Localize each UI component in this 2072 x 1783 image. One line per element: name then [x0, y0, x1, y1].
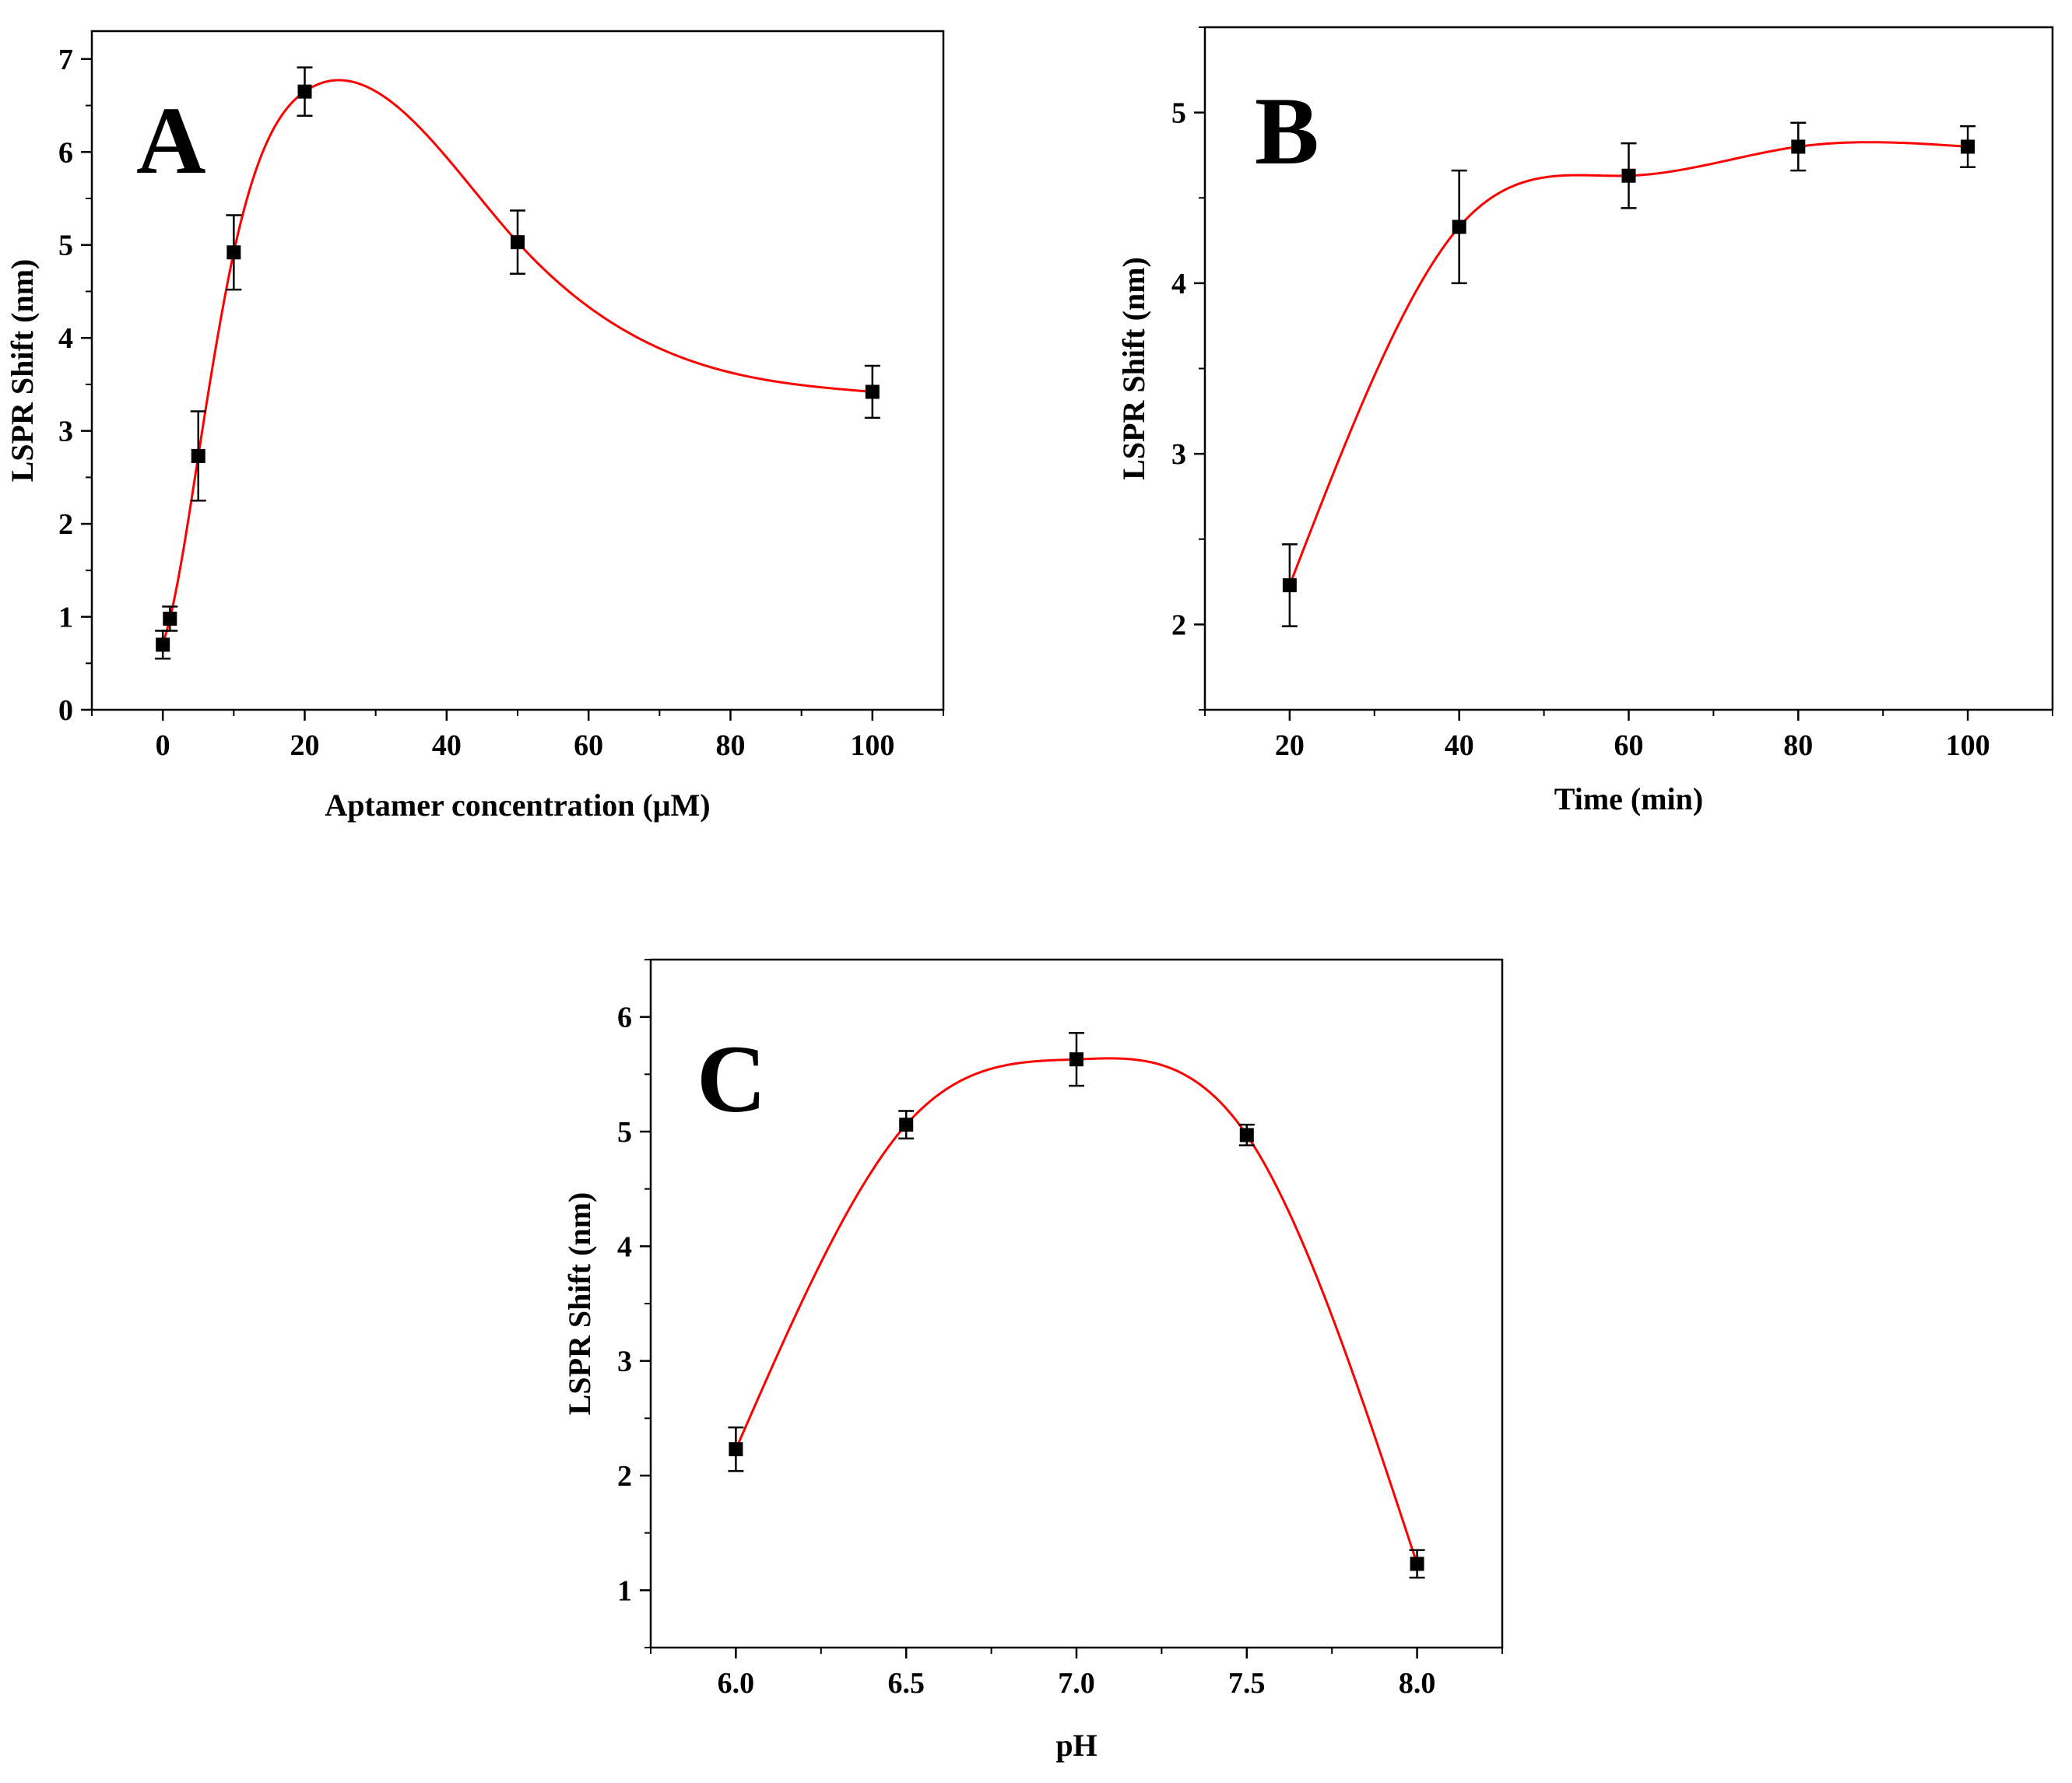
y-tick-label: 3	[58, 416, 73, 448]
x-axis-title: Aptamer concentration (μM)	[325, 788, 710, 823]
y-tick-label: 2	[617, 1460, 632, 1493]
panel-letter: A	[136, 87, 206, 194]
y-tick-label: 3	[1171, 438, 1186, 471]
fit-curve	[161, 79, 873, 645]
y-axis-title: LSPR Shift (nm)	[1116, 257, 1151, 480]
x-tick-label: 7.5	[1228, 1667, 1266, 1700]
y-tick-label: 3	[617, 1346, 632, 1378]
x-tick-label: 100	[850, 729, 894, 762]
x-tick-label: 7.0	[1058, 1667, 1095, 1700]
data-point	[1791, 139, 1806, 154]
y-tick-label: 5	[1171, 97, 1186, 130]
chart-panel-b: 2 3 4 5 20 40 60 80 100 Time (min) LSPR Shift (nm)…	[1116, 26, 2054, 816]
chart-panel-a: 0 1 2 3 4 5 6 7 0 20 40 60 80 100 Aptamer concentratio…	[5, 30, 945, 823]
data-point	[191, 448, 205, 463]
x-tick-label: 6.5	[887, 1667, 925, 1700]
data-point	[1961, 139, 1975, 154]
x-tick-label: 40	[432, 729, 462, 762]
y-tick-label: 6	[617, 1002, 632, 1034]
y-tick-label: 1	[617, 1574, 632, 1607]
data-point	[729, 1442, 743, 1457]
x-tick-label: 80	[1783, 729, 1813, 762]
data-point	[865, 384, 880, 399]
x-tick-label: 20	[1275, 729, 1305, 762]
y-tick-label: 0	[58, 694, 73, 727]
data-point	[227, 245, 241, 260]
data-point	[1282, 577, 1297, 592]
x-tick-label: 8.0	[1399, 1667, 1436, 1700]
x-tick-label: 40	[1445, 729, 1474, 762]
y-tick-label: 4	[617, 1230, 632, 1263]
x-tick-label: 100	[1946, 729, 1990, 762]
x-tick-label: 6.0	[718, 1667, 755, 1700]
x-tick-label: 20	[290, 729, 320, 762]
panel-letter: C	[697, 1026, 767, 1132]
data-point	[899, 1118, 914, 1132]
x-axis-title: Time (min)	[1554, 781, 1703, 816]
y-tick-label: 5	[58, 230, 73, 262]
data-point	[163, 611, 177, 626]
y-tick-label: 7	[58, 44, 73, 76]
data-point	[1621, 168, 1636, 183]
x-tick-label: 60	[1614, 729, 1644, 762]
y-tick-label: 2	[1171, 609, 1186, 641]
panel-letter: B	[1255, 78, 1319, 184]
plot-frame	[90, 30, 945, 711]
fit-curve	[735, 1057, 1419, 1564]
data-point	[1410, 1557, 1424, 1571]
y-axis-title: LSPR Shift (nm)	[5, 259, 40, 483]
data-point	[1239, 1128, 1254, 1142]
data-point	[297, 84, 312, 99]
x-tick-label: 80	[716, 729, 746, 762]
x-axis-title: pH	[1055, 1728, 1097, 1763]
y-tick-label: 1	[58, 602, 73, 634]
y-tick-label: 4	[1171, 268, 1186, 300]
x-tick-label: 0	[156, 729, 170, 762]
data-point	[1452, 219, 1466, 234]
chart-panel-c: 1 2 3 4 5 6 6.0 6.5 7.0 7.5 8.0 pH LSPR Shift (nm) C	[562, 958, 1504, 1763]
data-point	[1069, 1052, 1083, 1067]
y-tick-label: 6	[58, 136, 73, 169]
data-point	[511, 235, 525, 250]
y-tick-label: 5	[617, 1116, 632, 1149]
y-axis-title: LSPR Shift (nm)	[562, 1192, 597, 1416]
data-point	[156, 637, 170, 652]
y-tick-label: 4	[58, 322, 73, 355]
x-tick-label: 60	[574, 729, 603, 762]
y-tick-label: 2	[58, 508, 73, 541]
plot-frame	[1203, 26, 2054, 711]
